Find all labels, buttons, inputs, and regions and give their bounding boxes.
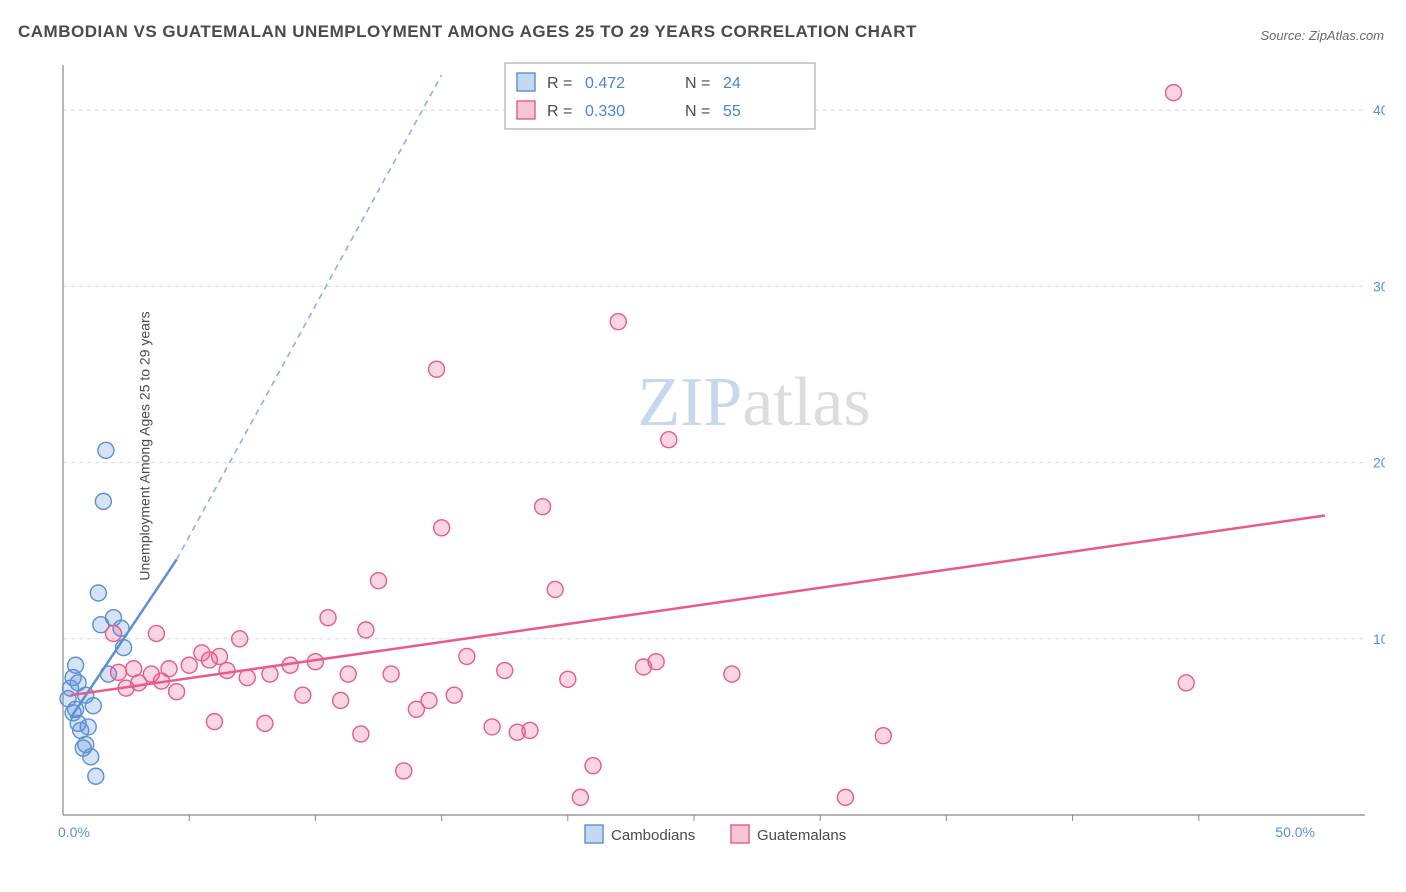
- y-tick-label: 10.0%: [1373, 631, 1385, 647]
- data-point: [396, 763, 412, 779]
- data-point: [105, 626, 121, 642]
- data-point: [497, 663, 513, 679]
- legend-r-label: R =: [547, 75, 572, 92]
- data-point: [648, 654, 664, 670]
- data-point: [383, 666, 399, 682]
- data-point: [429, 361, 445, 377]
- x-tick-label: 50.0%: [1275, 824, 1315, 840]
- data-point: [98, 442, 114, 458]
- data-point: [340, 666, 356, 682]
- data-point: [1178, 675, 1194, 691]
- legend-r-value: 0.330: [585, 103, 625, 120]
- legend-label: Cambodians: [611, 827, 695, 844]
- data-point: [522, 722, 538, 738]
- scatter-plot: 10.0% 20.0% 30.0% 40.0% 0.0% 50.0% ZIPatlas R =…: [45, 55, 1385, 855]
- data-point: [85, 698, 101, 714]
- chart-title: CAMBODIAN VS GUATEMALAN UNEMPLOYMENT AMO…: [18, 22, 917, 42]
- data-point: [206, 714, 222, 730]
- data-point: [320, 610, 336, 626]
- data-point: [875, 728, 891, 744]
- data-point: [211, 648, 227, 664]
- data-point: [295, 687, 311, 703]
- x-tick-label: 0.0%: [58, 824, 90, 840]
- data-point: [610, 314, 626, 330]
- data-point: [484, 719, 500, 735]
- data-point: [161, 661, 177, 677]
- trend-line-extrapolated: [177, 75, 442, 560]
- legend-swatch: [585, 825, 603, 843]
- data-point: [353, 726, 369, 742]
- data-point: [434, 520, 450, 536]
- legend-n-value: 24: [723, 75, 741, 92]
- legend-r-value: 0.472: [585, 75, 625, 92]
- legend-n-label: N =: [685, 75, 710, 92]
- data-point: [535, 499, 551, 515]
- data-point: [169, 684, 185, 700]
- data-point: [572, 789, 588, 805]
- data-point: [560, 671, 576, 687]
- data-point: [70, 715, 86, 731]
- data-point: [1166, 85, 1182, 101]
- data-point: [90, 585, 106, 601]
- y-tick-label: 20.0%: [1373, 455, 1385, 471]
- legend-n-value: 55: [723, 103, 741, 120]
- source-attribution: Source: ZipAtlas.com: [1260, 28, 1384, 43]
- data-point: [95, 493, 111, 509]
- y-tick-label: 40.0%: [1373, 102, 1385, 118]
- data-point: [446, 687, 462, 703]
- legend-n-label: N =: [685, 103, 710, 120]
- data-point: [219, 663, 235, 679]
- data-point: [239, 670, 255, 686]
- data-point: [333, 692, 349, 708]
- data-point: [88, 768, 104, 784]
- data-point: [421, 692, 437, 708]
- data-point: [585, 758, 601, 774]
- watermark: ZIPatlas: [637, 364, 870, 441]
- data-point: [724, 666, 740, 682]
- trend-line: [71, 515, 1325, 695]
- legend-swatch: [731, 825, 749, 843]
- data-point: [83, 749, 99, 765]
- data-point: [181, 657, 197, 673]
- y-tick-label: 30.0%: [1373, 278, 1385, 294]
- data-point: [837, 789, 853, 805]
- data-point: [371, 573, 387, 589]
- data-point: [257, 715, 273, 731]
- data-point: [111, 664, 127, 680]
- legend-swatch: [517, 73, 535, 91]
- legend-r-label: R =: [547, 103, 572, 120]
- data-point: [547, 581, 563, 597]
- data-point: [358, 622, 374, 638]
- data-point: [661, 432, 677, 448]
- data-point: [459, 648, 475, 664]
- legend-label: Guatemalans: [757, 827, 846, 844]
- data-point: [148, 626, 164, 642]
- legend-swatch: [517, 101, 535, 119]
- data-point: [65, 670, 81, 686]
- data-point: [232, 631, 248, 647]
